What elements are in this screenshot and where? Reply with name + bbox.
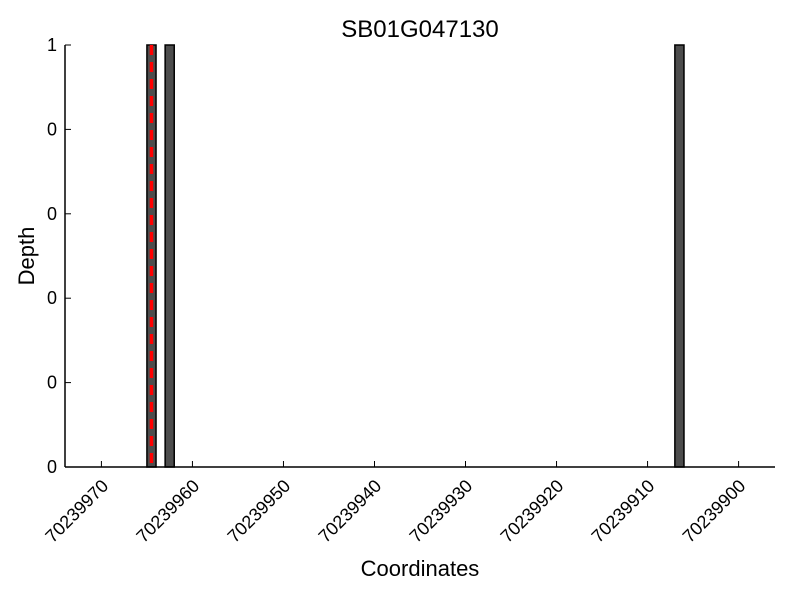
chart-title: SB01G047130 [341,16,498,43]
bar-1 [164,44,175,468]
x-tick-label: 70239910 [588,476,659,547]
y-tick-label: 0 [47,204,57,224]
x-tick-label: 70239940 [315,476,386,547]
y-tick-label: 0 [47,288,57,308]
y-tick-label: 0 [47,373,57,393]
x-axis-label: Coordinates [361,556,480,581]
x-tick-label: 70239930 [406,476,477,547]
y-tick-label: 1 [47,35,57,55]
x-tick-label: 70239960 [132,476,203,547]
bar-2 [674,44,685,468]
x-tick-label: 70239900 [679,476,750,547]
y-axis-label: Depth [14,227,39,286]
y-tick-label: 0 [47,119,57,139]
x-tick-label: 70239950 [224,476,295,547]
y-tick-label: 0 [47,457,57,477]
x-tick-label: 70239920 [497,476,568,547]
x-tick-label: 70239970 [41,476,112,547]
